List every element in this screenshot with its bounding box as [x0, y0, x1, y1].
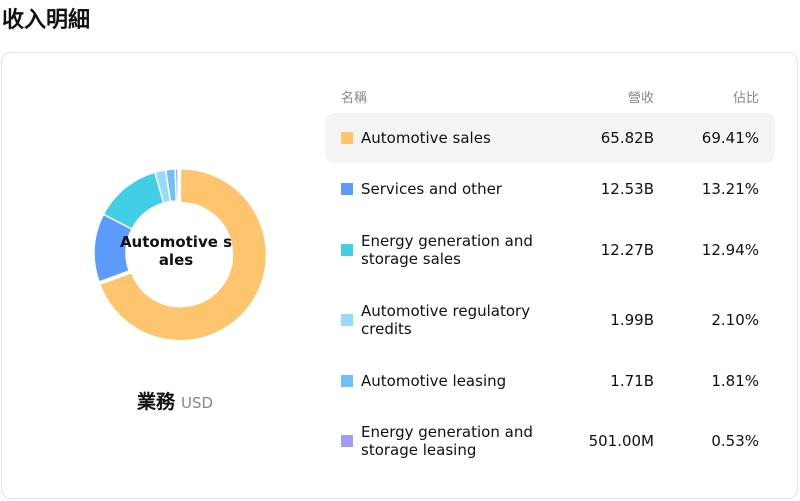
chart-caption: 業務 USD — [0, 387, 350, 414]
column-header-revenue: 營收 — [627, 91, 654, 106]
row-name: Services and other — [361, 180, 502, 198]
column-header-share: 佔比 — [732, 91, 759, 106]
legend-row[interactable]: Energy generation and storage sales 12.2… — [325, 225, 775, 275]
row-name: Automotive leasing — [361, 372, 507, 390]
color-swatch — [341, 244, 353, 256]
row-share: 2.10% — [711, 311, 759, 329]
legend-row[interactable]: Automotive sales 65.82B 69.41% — [325, 113, 775, 163]
row-share: 69.41% — [701, 129, 759, 147]
color-swatch — [341, 375, 353, 387]
row-share: 13.21% — [701, 180, 759, 198]
legend-row[interactable]: Automotive regulatory credits 1.99B 2.10… — [325, 295, 775, 345]
legend-row[interactable]: Automotive leasing 1.71B 1.81% — [325, 356, 775, 406]
legend-row[interactable]: Services and other 12.53B 13.21% — [325, 164, 775, 214]
legend-row[interactable]: Energy generation and storage leasing 50… — [325, 416, 775, 466]
color-swatch — [341, 183, 353, 195]
color-swatch — [341, 435, 353, 447]
color-swatch — [341, 314, 353, 326]
row-name: Energy generation and storage leasing — [361, 423, 533, 459]
column-header-name: 名稱 — [341, 91, 368, 106]
row-revenue: 12.53B — [600, 180, 654, 198]
donut-slice[interactable] — [98, 167, 268, 342]
row-name: Energy generation and storage sales — [361, 232, 533, 268]
donut-slice[interactable] — [174, 168, 179, 202]
color-swatch — [341, 132, 353, 144]
page-title: 收入明細 — [2, 8, 91, 33]
row-name: Automotive regulatory credits — [361, 302, 531, 338]
currency-unit: USD — [180, 394, 214, 412]
donut-center-label: Automotive sales — [119, 233, 233, 269]
segment-label: 業務 — [136, 391, 175, 413]
row-revenue: 1.71B — [610, 372, 654, 390]
row-share: 1.81% — [711, 372, 759, 390]
row-name: Automotive sales — [361, 129, 491, 147]
row-revenue: 12.27B — [600, 241, 654, 259]
row-revenue: 1.99B — [610, 311, 654, 329]
donut-chart — [93, 167, 268, 342]
row-revenue: 501.00M — [588, 432, 654, 450]
row-share: 12.94% — [701, 241, 759, 259]
revenue-breakdown-card — [1, 52, 798, 499]
row-share: 0.53% — [711, 432, 759, 450]
row-revenue: 65.82B — [600, 129, 654, 147]
